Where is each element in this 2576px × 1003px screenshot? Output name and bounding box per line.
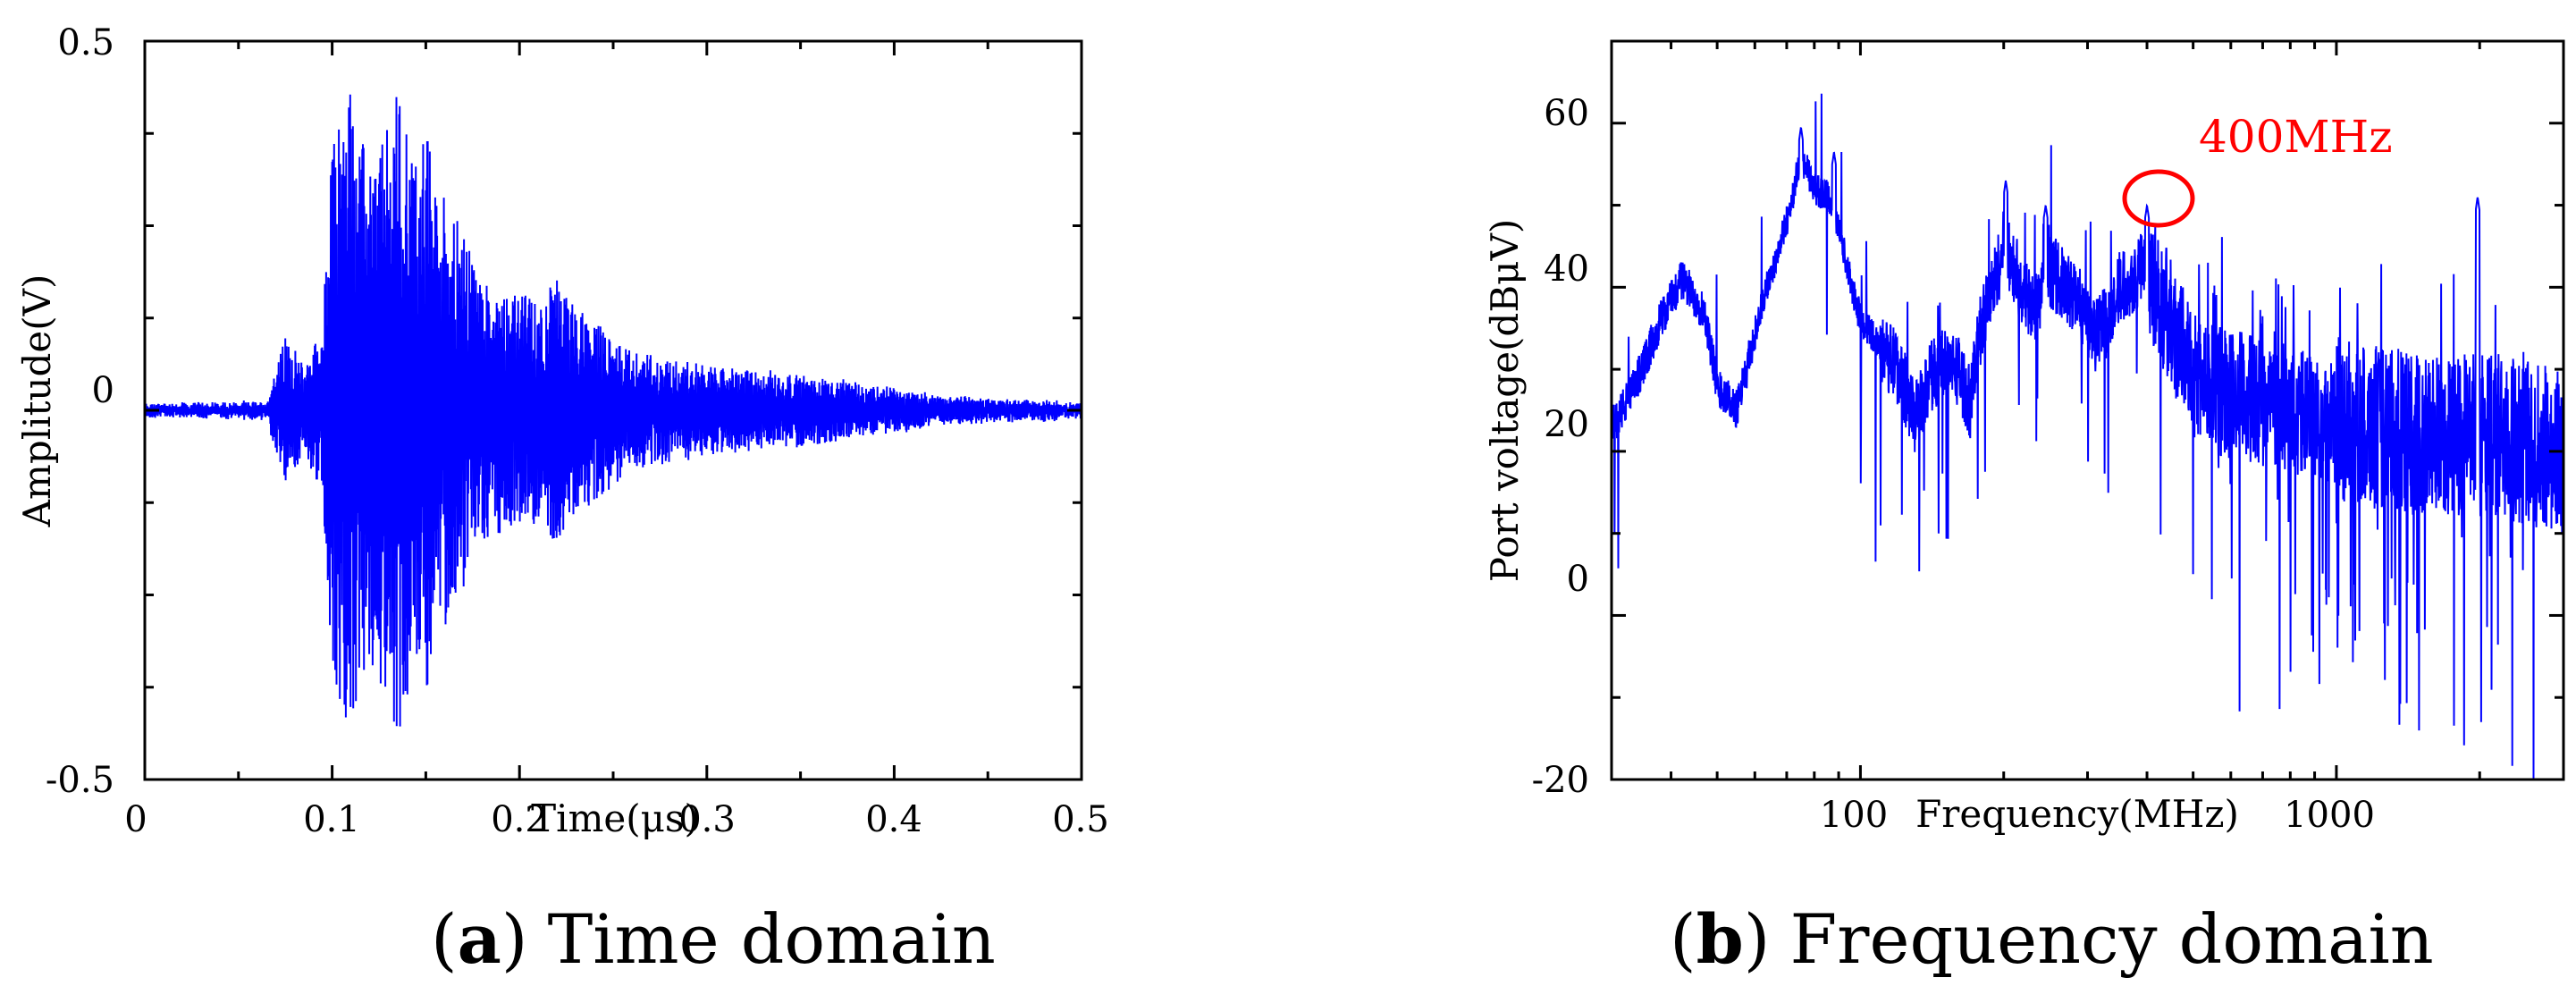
y-tick-label: 20 [1544, 404, 1589, 445]
y-tick-label: 0 [1567, 559, 1589, 600]
x-tick-label: 0.1 [303, 799, 360, 840]
x-tick-label: 0.2 [491, 799, 548, 840]
x-axis-title: Time(μs) [531, 796, 699, 840]
caption-letter: a [458, 899, 501, 979]
y-tick-label: 0.5 [57, 22, 114, 63]
panel-time-domain: 0.5 0 -0.5 0 0.1 0.2 0.3 0.4 0.5 Time(μs… [15, 22, 1109, 979]
caption-b: (b) Frequency domain [1670, 899, 2434, 979]
panel-frequency-domain: 60 40 20 0 -20 100 1000 Frequency(MHz) P… [1483, 39, 2565, 979]
x-tick-label: 0.3 [678, 799, 736, 840]
ticks-a [143, 39, 1083, 781]
x-axis-title: Frequency(MHz) [1915, 792, 2239, 836]
x-tick-label: 1000 [2284, 795, 2375, 836]
frequency-domain-trace [1611, 93, 2564, 780]
time-domain-trace [144, 94, 1082, 727]
annotation-400mhz: 400MHz [2199, 111, 2393, 163]
caption-open-paren: ( [431, 899, 458, 979]
series-amplitude-line [144, 94, 1082, 727]
y-tick-label: -20 [1532, 760, 1589, 801]
x-tick-label: 0.4 [865, 799, 922, 840]
x-tick-label: 0 [124, 799, 147, 840]
x-tick-label: 0.5 [1052, 799, 1109, 840]
ticks-b [1610, 39, 2565, 781]
caption-letter: b [1696, 899, 1744, 979]
y-axis-title: Amplitude(V) [15, 274, 59, 528]
caption-open-paren: ( [1670, 899, 1696, 979]
annotation-circle [2122, 169, 2195, 228]
caption-text: Time domain [548, 899, 996, 979]
caption-a: (a) Time domain [431, 899, 996, 979]
x-tick-label: 100 [1820, 795, 1888, 836]
y-axis-title: Port voltage(dBμV) [1483, 219, 1527, 582]
y-tick-label: 0 [92, 370, 114, 411]
caption-close-paren: ) [1744, 899, 1771, 979]
y-tick-label: 60 [1544, 93, 1589, 134]
y-tick-label: 40 [1544, 249, 1589, 290]
y-tick-label: -0.5 [46, 760, 114, 801]
series-port-voltage-line [1611, 93, 2564, 780]
caption-close-paren: ) [501, 899, 528, 979]
caption-text: Frequency domain [1789, 899, 2433, 979]
